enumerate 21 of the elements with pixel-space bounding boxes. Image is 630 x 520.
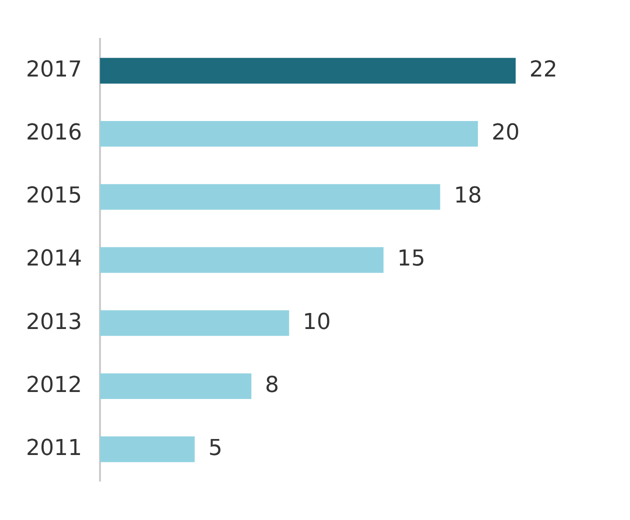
y-tick-label: 2016 xyxy=(26,120,82,146)
data-label: 10 xyxy=(302,310,331,335)
bar xyxy=(100,58,516,84)
data-label: 22 xyxy=(529,57,558,82)
y-tick-label: 2011 xyxy=(26,436,82,461)
data-label: 18 xyxy=(454,184,482,209)
y-tick-label: 2017 xyxy=(26,57,82,82)
bar xyxy=(100,373,252,399)
data-label: 15 xyxy=(397,246,426,272)
bar xyxy=(100,184,440,210)
y-tick-label: 2012 xyxy=(26,372,82,398)
bar xyxy=(100,310,290,336)
y-tick-label: 2014 xyxy=(26,246,82,272)
data-label: 8 xyxy=(265,372,280,398)
y-tick-label: 2013 xyxy=(26,310,82,335)
bar xyxy=(100,436,195,462)
bar xyxy=(100,247,384,273)
y-tick-label: 2015 xyxy=(26,184,82,209)
bar xyxy=(100,121,478,147)
data-label: 20 xyxy=(492,120,520,146)
data-label: 5 xyxy=(208,436,222,461)
